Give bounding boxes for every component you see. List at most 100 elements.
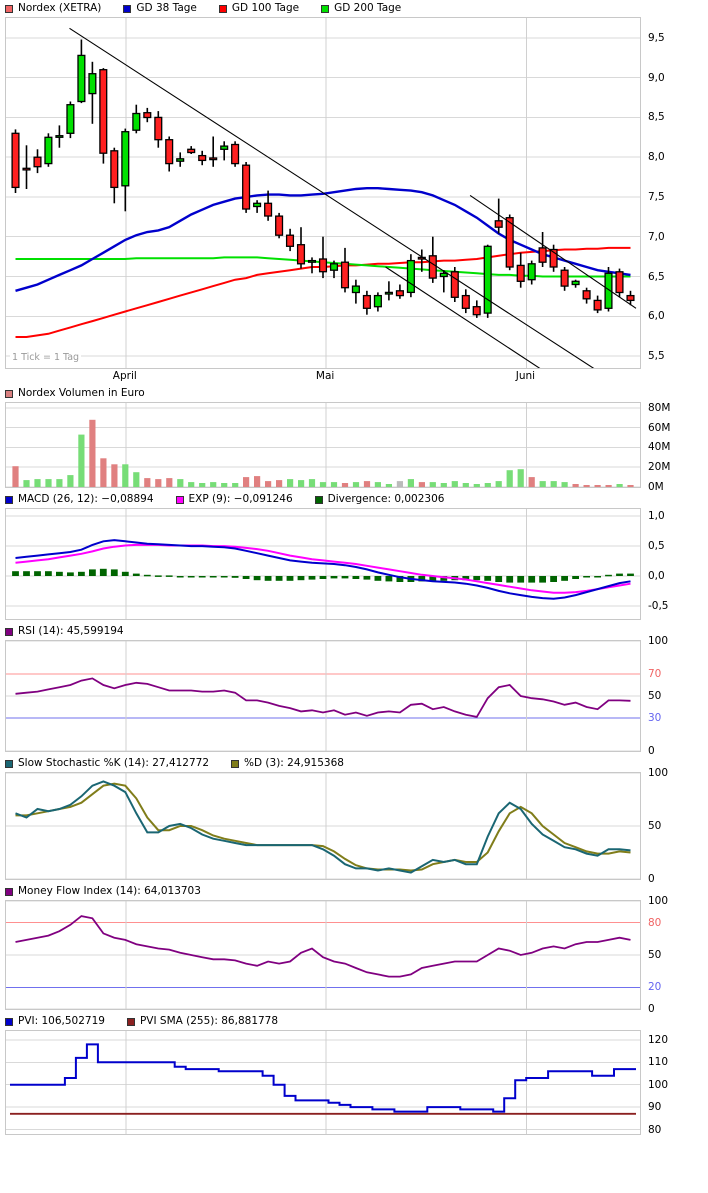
macd-histogram-bar (253, 576, 261, 581)
axis-tick-label: 9,0 (648, 71, 665, 84)
price-x-axis: April Mai Juni (0, 369, 708, 385)
candlestick (505, 214, 514, 271)
volume-bar (440, 483, 447, 487)
candlestick (33, 149, 42, 174)
axis-tick-label: 7,0 (648, 230, 665, 243)
legend-entry[interactable]: Money Flow Index (14): 64,013703 (5, 886, 201, 897)
mfi-panel: Money Flow Index (14): 64,013703 100 80 50… (0, 883, 708, 1014)
legend-entry[interactable]: PVI: 106,502719 (5, 1016, 105, 1027)
x-axis-month-label: Juni (515, 370, 536, 382)
axis-tick-label: 120 (648, 1033, 669, 1046)
macd-canvas (6, 509, 640, 619)
axis-tick-label: 90 (648, 1101, 662, 1114)
axis-tick-label: 0,0 (648, 569, 665, 582)
mfi-plot-wrap: 100 80 50 20 0 (0, 896, 708, 1014)
macd-histogram-bar (429, 576, 437, 582)
macd-histogram-bar (176, 576, 184, 578)
rsi-plot[interactable] (5, 640, 641, 752)
legend-entry[interactable]: GD 100 Tage (218, 2, 300, 14)
square-swatch (175, 495, 184, 504)
legend-label: Nordex Volumen in Euro (18, 387, 145, 399)
legend-entry[interactable]: GD 200 Tage (321, 3, 401, 14)
candlestick (285, 228, 295, 252)
axis-tick-label: 6,0 (648, 310, 665, 323)
macd-histogram-bar (23, 571, 30, 576)
macd-histogram-bar (506, 576, 514, 583)
pvi-plot[interactable] (5, 1030, 641, 1135)
legend-entry[interactable]: Nordex Volumen in Euro (5, 388, 145, 399)
macd-histogram-bar (242, 576, 250, 579)
volume-bar (396, 481, 403, 487)
square-swatch (218, 4, 227, 13)
square-swatch (126, 1017, 135, 1026)
volume-plot-wrap: 80M 60M 40M 20M 0M (0, 402, 708, 492)
candlestick (483, 244, 492, 318)
square-swatch (5, 389, 13, 398)
mfi-plot[interactable] (5, 900, 641, 1010)
legend-entry[interactable]: GD 38 Tage (123, 3, 197, 14)
legend-label: GD 100 Tage (231, 2, 300, 14)
volume-bar (298, 480, 305, 487)
legend-entry[interactable]: Nordex (XETRA) (5, 3, 101, 14)
candlestick (340, 247, 350, 293)
candlestick (439, 270, 448, 293)
legend-entry[interactable]: Slow Stochastic %K (14): 27,412772 (5, 758, 209, 769)
macd-histogram-bar (56, 571, 63, 576)
square-swatch (314, 495, 323, 504)
pvi-panel: PVI: 106,502719 PVI SMA (255): 86,881778 … (0, 1013, 708, 1135)
square-swatch (5, 1017, 13, 1026)
macd-histogram-bar (286, 576, 294, 581)
price-plot[interactable] (5, 17, 641, 369)
axis-tick-label: 0,5 (648, 540, 665, 553)
axis-tick-label: 50 (648, 820, 662, 832)
volume-bar (232, 483, 239, 487)
stochastic-panel: Slow Stochastic %K (14): 27,412772 %D (3)… (0, 755, 708, 884)
pvi-canvas (6, 1031, 640, 1134)
volume-bar (374, 482, 381, 487)
macd-histogram-bar (121, 571, 129, 576)
candlestick (318, 236, 328, 279)
macd-histogram-bar (627, 573, 634, 576)
macd-histogram-bar (34, 571, 41, 576)
legend-entry[interactable]: Divergence: 0,002306 (314, 494, 444, 505)
stochastic-plot[interactable] (5, 772, 641, 880)
axis-tick-label: 100 (648, 635, 669, 647)
volume-bar (495, 481, 502, 487)
volume-bar (45, 479, 52, 487)
candlestick (582, 287, 591, 304)
volume-legend: Nordex Volumen in Euro (0, 385, 708, 402)
volume-bar (616, 484, 623, 487)
candlestick (121, 128, 130, 212)
volume-bar (451, 481, 458, 487)
candlestick (209, 136, 218, 167)
axis-tick-label: 0 (648, 1003, 655, 1015)
legend-entry[interactable]: MACD (26, 12): −0,08894 (5, 494, 154, 505)
volume-bar (243, 477, 250, 487)
macd-histogram-bar (363, 576, 371, 580)
legend-label: GD 38 Tage (136, 2, 197, 14)
macd-histogram-bar (209, 576, 217, 578)
legend-entry[interactable]: PVI SMA (255): 86,881778 (126, 1016, 278, 1027)
legend-entry[interactable]: EXP (9): −0,091246 (175, 494, 293, 505)
axis-tick-label: 5,5 (648, 350, 665, 363)
volume-bar (67, 475, 74, 487)
candlestick (176, 152, 185, 167)
macd-histogram-bar (484, 576, 492, 581)
candlestick (571, 279, 580, 288)
volume-bar (627, 485, 634, 487)
macd-histogram-bar (583, 576, 590, 578)
volume-plot[interactable] (5, 402, 641, 488)
volume-bar (605, 485, 612, 487)
stochastic-plot-wrap: 100 50 0 (0, 768, 708, 884)
macd-plot-wrap: 1,0 0,5 0,0 -0,5 (0, 508, 708, 620)
legend-label: Nordex (XETRA) (18, 2, 102, 14)
macd-plot[interactable] (5, 508, 641, 620)
legend-entry[interactable]: %D (3): 24,915368 (231, 758, 344, 769)
legend-entry[interactable]: RSI (14): 45,599194 (5, 626, 124, 637)
candlestick (329, 260, 339, 279)
x-axis-month-label: April (112, 370, 137, 382)
candlestick (472, 300, 481, 318)
volume-bar (385, 484, 392, 487)
volume-bar (276, 480, 283, 487)
